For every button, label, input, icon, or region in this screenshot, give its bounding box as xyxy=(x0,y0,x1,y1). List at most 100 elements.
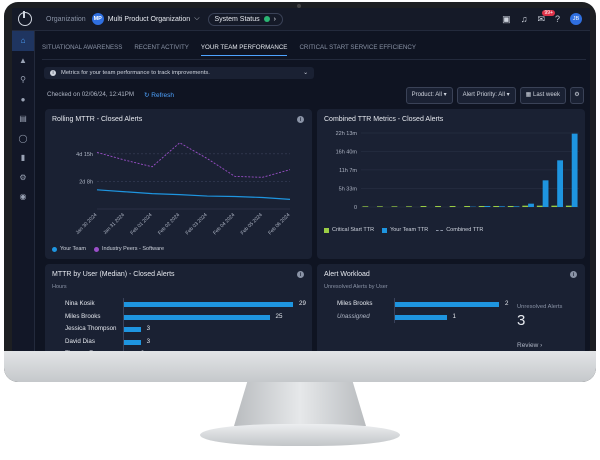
combined-ttr-chart: 22h 13m 16h 40m 11h 7m 5h 33m 0 xyxy=(336,131,579,211)
date-range-label: Last week xyxy=(532,92,560,98)
help-icon[interactable]: ? xyxy=(554,14,560,24)
legend-label: Critical Start TTR xyxy=(332,227,375,233)
y-tick-label: 11h 7m xyxy=(339,168,357,174)
tab-recent-activity[interactable]: RECENT ACTIVITY xyxy=(134,44,189,51)
chevron-right-icon: › xyxy=(273,15,276,23)
settings-button[interactable]: ⚙ xyxy=(570,87,584,104)
document-icon[interactable]: ▤ xyxy=(19,114,27,124)
bar-your-team-ttr xyxy=(542,180,549,207)
bar-your-team-ttr xyxy=(528,203,534,207)
gear-icon[interactable]: ⚙ xyxy=(19,172,27,182)
users-icon[interactable]: ● xyxy=(20,94,26,104)
bell-icon[interactable]: ♫ xyxy=(520,14,528,24)
bar-critical-start-ttr xyxy=(435,206,441,207)
power-logo-icon[interactable] xyxy=(18,11,32,26)
priority-filter[interactable]: Alert Priority: All ▾ xyxy=(456,87,516,104)
x-tick-label: Jan 31 2024 xyxy=(102,212,126,236)
panel-subtitle: Hours xyxy=(52,284,67,290)
bar-label: David Dias xyxy=(65,337,95,345)
sidebar: ⌂ ▲ ⚲ ● ▤ ◯ ▮ ⚙ ◉ xyxy=(12,31,35,351)
info-banner-text: Metrics for your team performance to tra… xyxy=(61,70,210,76)
refresh-label: Refresh xyxy=(151,92,175,99)
bar-value: 29 xyxy=(299,300,306,307)
refresh-button[interactable]: ↻ Refresh xyxy=(144,91,174,99)
y-tick-label: 0 xyxy=(354,205,357,211)
monitor-chin xyxy=(4,351,596,382)
tab-situational-awareness[interactable]: SITUATIONAL AWARENESS xyxy=(42,44,123,51)
legend-label: Industry Peers - Software xyxy=(102,246,165,252)
bar-critical-start-ttr xyxy=(522,205,529,207)
tab-divider xyxy=(42,59,586,60)
inbox-icon[interactable]: ✉ 99+ xyxy=(537,9,555,24)
gear-icon: ⚙ xyxy=(574,92,580,98)
info-icon: i xyxy=(50,70,56,76)
tab-service-efficiency[interactable]: CRITICAL START SERVICE EFFICIENCY xyxy=(299,44,416,51)
bar-critical-start-ttr xyxy=(464,206,470,207)
legend-item: Your Team xyxy=(52,246,86,252)
org-name[interactable]: Multi Product Organization xyxy=(107,15,191,23)
rolling-mttr-panel: Rolling MTTR - Closed Alerts i 4d 15h 2d … xyxy=(45,109,312,259)
bar-value: 2 xyxy=(141,350,144,351)
alert-triangle-icon[interactable]: ▲ xyxy=(19,55,27,65)
network-icon[interactable]: ◯ xyxy=(18,133,28,143)
calendar-icon: ▦ xyxy=(525,92,533,98)
search-icon[interactable]: ⚲ xyxy=(20,75,26,85)
chart-legend: Your Team Industry Peers - Software xyxy=(52,246,164,252)
x-tick-label: Feb 05 2024 xyxy=(240,212,264,236)
bar-critical-start-ttr xyxy=(493,206,500,207)
product-filter[interactable]: Product: All ▾ xyxy=(405,87,453,104)
top-bar: Organization MP Multi Product Organizati… xyxy=(12,8,590,31)
info-icon[interactable]: i xyxy=(297,116,304,123)
x-tick-label: Feb 04 2024 xyxy=(212,212,236,236)
legend-label: Your Team TTR xyxy=(390,227,429,233)
org-avatar: MP xyxy=(91,13,104,25)
unresolved-label: Unresolved Alerts xyxy=(517,304,563,310)
legend-label: Your Team xyxy=(60,246,86,252)
panel-title: Combined TTR Metrics - Closed Alerts xyxy=(324,116,444,123)
bar-your-team-ttr xyxy=(499,206,505,207)
bar[interactable] xyxy=(123,327,141,332)
bar-label: Unassigned xyxy=(337,312,370,320)
info-icon[interactable]: i xyxy=(570,271,577,278)
bar-value: 1 xyxy=(452,312,456,320)
review-link[interactable]: Review › xyxy=(517,342,542,349)
bar-your-team-ttr xyxy=(571,133,578,207)
chevron-down-icon[interactable]: ⌄ xyxy=(303,70,308,76)
y-tick-label: 16h 40m xyxy=(336,149,358,155)
bar[interactable] xyxy=(394,302,499,307)
legend-swatch xyxy=(382,227,388,233)
y-tick-label: 22h 13m xyxy=(336,131,358,137)
priority-filter-label: Alert Priority: All xyxy=(462,92,505,98)
bar[interactable] xyxy=(123,314,270,320)
legend-item: Critical Start TTR xyxy=(324,227,374,233)
unresolved-count: 3 xyxy=(517,312,526,329)
bar[interactable] xyxy=(123,302,293,307)
y-tick-label: 5h 33m xyxy=(339,187,358,193)
notification-badge: 99+ xyxy=(542,9,555,16)
system-status-button[interactable]: System Status › xyxy=(207,12,283,26)
monitor-icon[interactable]: ▣ xyxy=(502,13,511,24)
home-icon[interactable]: ⌂ xyxy=(12,31,34,51)
bar[interactable] xyxy=(123,339,141,345)
panel-subtitle: Unresolved Alerts by User xyxy=(324,284,388,290)
app-screen: Organization MP Multi Product Organizati… xyxy=(12,8,590,351)
panel-title: Rolling MTTR - Closed Alerts xyxy=(52,116,143,123)
system-status-label: System Status xyxy=(214,15,260,23)
chart-legend: Critical Start TTR Your Team TTR Combine… xyxy=(324,227,483,233)
eye-icon[interactable]: ◉ xyxy=(19,192,27,202)
bookmark-icon[interactable]: ▮ xyxy=(20,153,26,163)
bar-critical-start-ttr xyxy=(449,206,456,207)
bar[interactable] xyxy=(394,314,447,320)
user-avatar[interactable]: JB xyxy=(570,13,582,25)
bar-value: 2 xyxy=(505,300,509,307)
chevron-down-icon[interactable]: ⌵ xyxy=(194,15,200,22)
date-range-button[interactable]: ▦ Last week xyxy=(519,87,566,104)
info-icon[interactable]: i xyxy=(297,271,304,278)
axis-line xyxy=(123,298,124,351)
info-banner[interactable]: i Metrics for your team performance to t… xyxy=(44,67,314,79)
bar-critical-start-ttr xyxy=(391,206,398,207)
legend-item: Industry Peers - Software xyxy=(94,246,164,252)
tab-your-team-performance[interactable]: YOUR TEAM PERFORMANCE xyxy=(200,44,288,56)
review-label: Review xyxy=(517,342,539,349)
org-label: Organization xyxy=(46,15,86,23)
